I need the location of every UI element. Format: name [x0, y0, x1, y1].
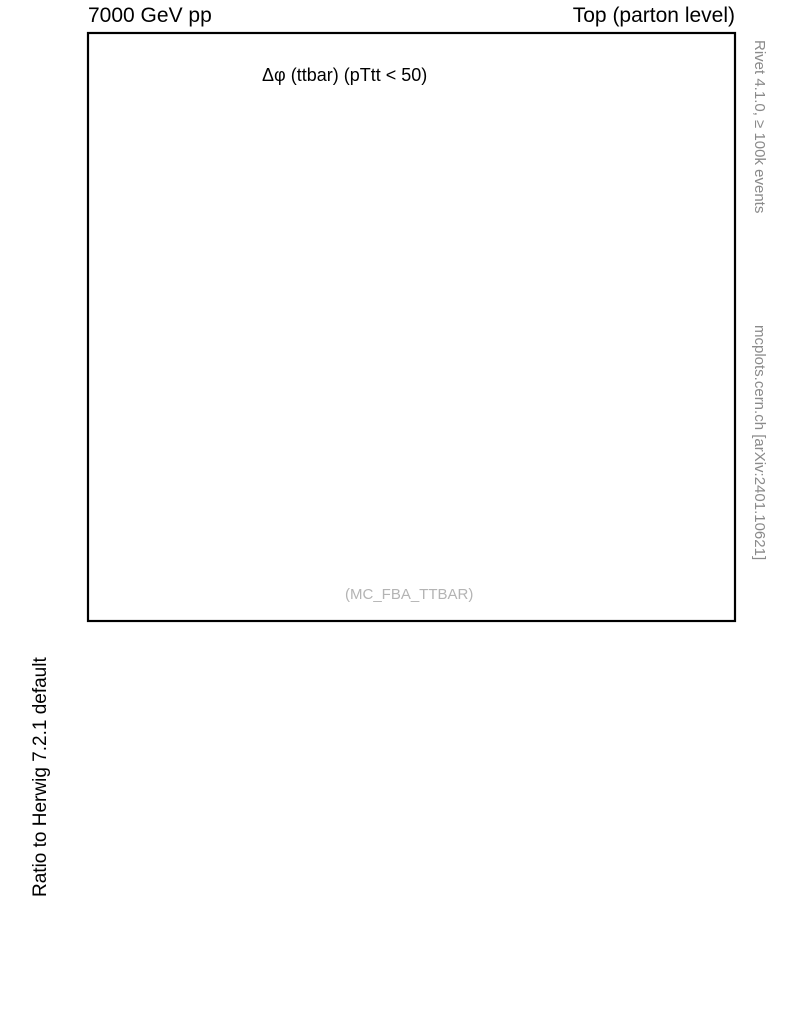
main-panel	[86, 31, 737, 623]
watermark-label: (MC_FBA_TTBAR)	[345, 586, 474, 603]
header-left: 7000 GeV pp	[88, 4, 212, 27]
header-right: Top (parton level)	[572, 4, 735, 27]
chart-title: Δφ (ttbar) (pTtt < 50)	[262, 65, 428, 85]
